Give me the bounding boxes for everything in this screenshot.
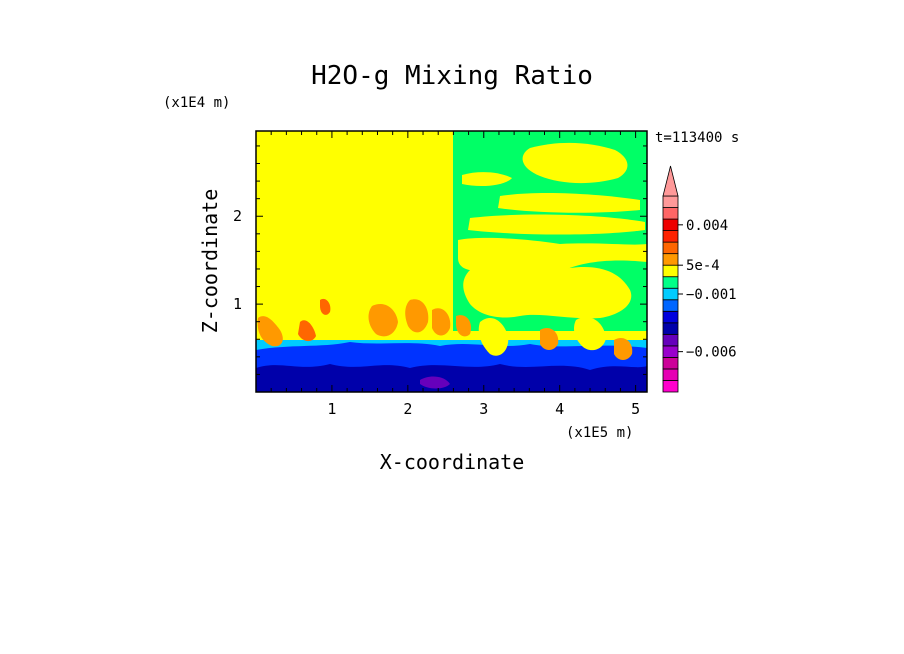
colorbar-segment	[662, 357, 679, 370]
very-dry-layer	[256, 364, 647, 392]
right-moist-band	[522, 142, 628, 184]
colorbar-segment	[662, 195, 679, 208]
moist-plume	[574, 317, 606, 351]
colorbar-segment	[662, 253, 679, 266]
colorbar-label: −0.001	[686, 287, 737, 303]
colorbar-label: −0.006	[686, 345, 737, 361]
x-tick-label: 2	[403, 400, 412, 418]
moist-plume	[320, 298, 331, 315]
colorbar-segment	[662, 345, 679, 358]
right-moist-band	[498, 193, 640, 213]
colorbar-segment	[662, 276, 679, 289]
colorbar-segment	[662, 287, 679, 301]
moist-plume	[405, 299, 429, 333]
time-label: t=113400 s	[655, 130, 739, 146]
y-scale-label: (x1E4 m)	[163, 95, 230, 111]
moist-plume	[432, 308, 451, 336]
x-tick-label: 4	[555, 400, 564, 418]
x-scale-label: (x1E5 m)	[566, 425, 633, 441]
moist-plume	[478, 317, 509, 356]
y-axis-label: Z-coordinate	[198, 189, 222, 334]
x-tick-label: 5	[631, 400, 640, 418]
colorbar-extend-arrow	[662, 165, 679, 197]
colorbar-segment	[662, 218, 679, 231]
right-moist-band	[468, 214, 645, 235]
right-moist-band	[458, 237, 647, 276]
colorbar-label: 5e-4	[686, 258, 720, 274]
x-axis-ticks: 1 2 3 4 5	[270, 131, 640, 418]
y-axis-ticks: 12	[233, 145, 647, 375]
colorbar-segment	[662, 322, 679, 335]
colorbar-segment	[662, 230, 679, 243]
moist-plume	[257, 316, 283, 347]
x-tick-label: 1	[327, 400, 336, 418]
moist-plume	[298, 320, 316, 342]
moist-plume	[368, 303, 398, 337]
right-moist-band	[462, 172, 512, 186]
colorbar-segment	[662, 368, 679, 381]
colorbar-segment	[662, 380, 679, 393]
y-tick-label: 1	[233, 295, 242, 313]
colorbar-segment	[662, 264, 679, 278]
right-moist-band	[463, 266, 632, 319]
colorbar	[662, 165, 679, 393]
colorbar-label: 0.004	[686, 218, 728, 234]
colorbar-segment	[662, 207, 679, 220]
colorbar-segment	[662, 333, 679, 347]
moist-plume	[614, 337, 633, 360]
colorbar-segment	[662, 310, 679, 324]
colorbar-labels: 0.004 5e-4 −0.001 −0.006	[678, 218, 737, 361]
chart-title: H2O-g Mixing Ratio	[311, 61, 593, 91]
colorbar-segment	[662, 299, 679, 312]
plot-frame	[255, 130, 648, 393]
moist-plume	[456, 315, 472, 337]
driest-pocket	[420, 376, 450, 389]
contour-field	[256, 131, 647, 392]
x-tick-label: 3	[479, 400, 488, 418]
colorbar-segment	[662, 241, 679, 255]
moist-plume	[540, 327, 559, 350]
x-axis-label: X-coordinate	[380, 450, 525, 474]
y-tick-label: 2	[233, 207, 242, 225]
